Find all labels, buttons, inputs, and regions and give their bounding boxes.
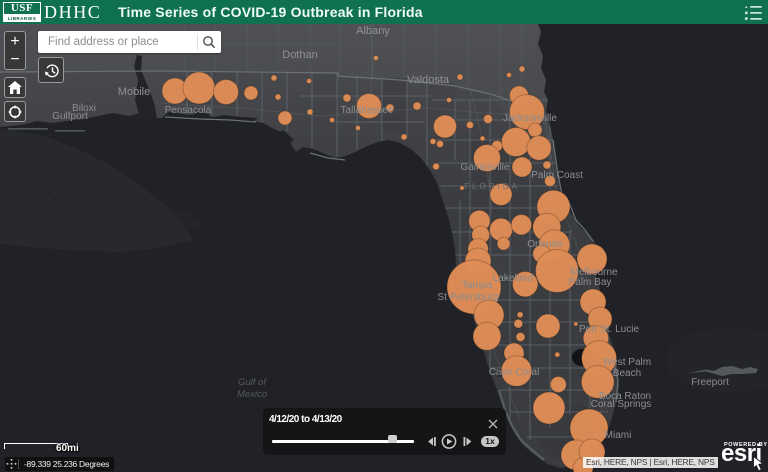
svg-text:Palm Bay: Palm Bay	[569, 277, 612, 288]
svg-text:Lakeland: Lakeland	[493, 273, 534, 284]
svg-text:Mexico: Mexico	[237, 389, 267, 400]
svg-text:West Palm: West Palm	[603, 357, 651, 368]
svg-text:Valdosta: Valdosta	[407, 74, 450, 86]
svg-text:Port St. Lucie: Port St. Lucie	[579, 324, 639, 335]
svg-text:Jacksonville: Jacksonville	[503, 113, 557, 124]
svg-text:Tallahassee: Tallahassee	[341, 105, 394, 116]
svg-text:Mobile: Mobile	[118, 86, 150, 98]
svg-text:Palm Coast: Palm Coast	[531, 170, 583, 181]
svg-text:Pensacola: Pensacola	[165, 105, 212, 116]
svg-text:St Petersburg: St Petersburg	[437, 292, 498, 303]
svg-text:Albany: Albany	[356, 25, 390, 37]
svg-text:Gulfport: Gulfport	[52, 111, 88, 122]
svg-text:Tampa: Tampa	[462, 280, 492, 291]
svg-text:Melbourne: Melbourne	[570, 267, 618, 278]
svg-text:Gulf of: Gulf of	[238, 377, 267, 388]
svg-text:Coral Springs: Coral Springs	[591, 399, 652, 410]
svg-text:Beach: Beach	[613, 368, 641, 379]
svg-text:Miami: Miami	[605, 430, 632, 441]
svg-text:Dothan: Dothan	[282, 49, 317, 61]
svg-text:Freeport: Freeport	[691, 377, 729, 388]
svg-text:Orlando: Orlando	[527, 239, 563, 250]
svg-text:Biloxi: Biloxi	[72, 103, 96, 114]
svg-text:Boca Raton: Boca Raton	[599, 391, 651, 402]
svg-text:FLORIDA: FLORIDA	[464, 182, 520, 191]
svg-text:Cape Coral: Cape Coral	[489, 367, 540, 378]
svg-text:Gainesville: Gainesville	[461, 162, 510, 173]
